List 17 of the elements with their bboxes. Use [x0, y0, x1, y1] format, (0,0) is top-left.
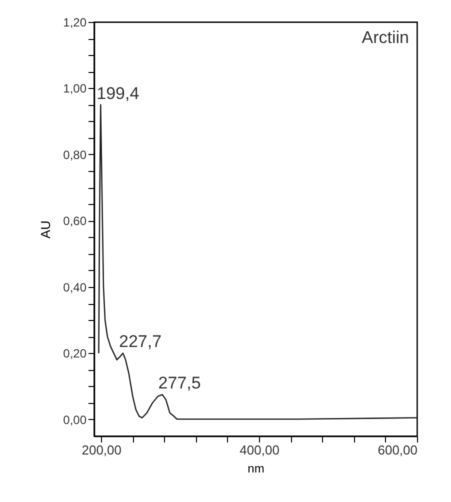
line-series — [98, 104, 418, 420]
y-tick-label: 1,00 — [63, 82, 87, 96]
y-tick-label: 0,80 — [63, 148, 87, 162]
annotation: Arctiin — [362, 28, 409, 47]
y-tick-label: 0,00 — [63, 412, 87, 427]
x-tick-label: 400,00 — [240, 442, 280, 458]
annotation: 277,5 — [158, 374, 201, 393]
x-tick-label: 600,00 — [378, 442, 418, 458]
x-tick-label: 200,00 — [82, 442, 122, 458]
y-tick-label: 0,40 — [63, 280, 87, 294]
y-tick-label: 0,20 — [63, 346, 87, 361]
x-axis-title: nm — [248, 462, 264, 476]
y-tick-label: 1,20 — [63, 16, 87, 30]
annotation: 227,7 — [118, 332, 162, 352]
y-axis-title: AU — [38, 220, 54, 239]
y-tick-label: 0,60 — [63, 214, 87, 228]
annotation: 199,4 — [96, 84, 140, 103]
